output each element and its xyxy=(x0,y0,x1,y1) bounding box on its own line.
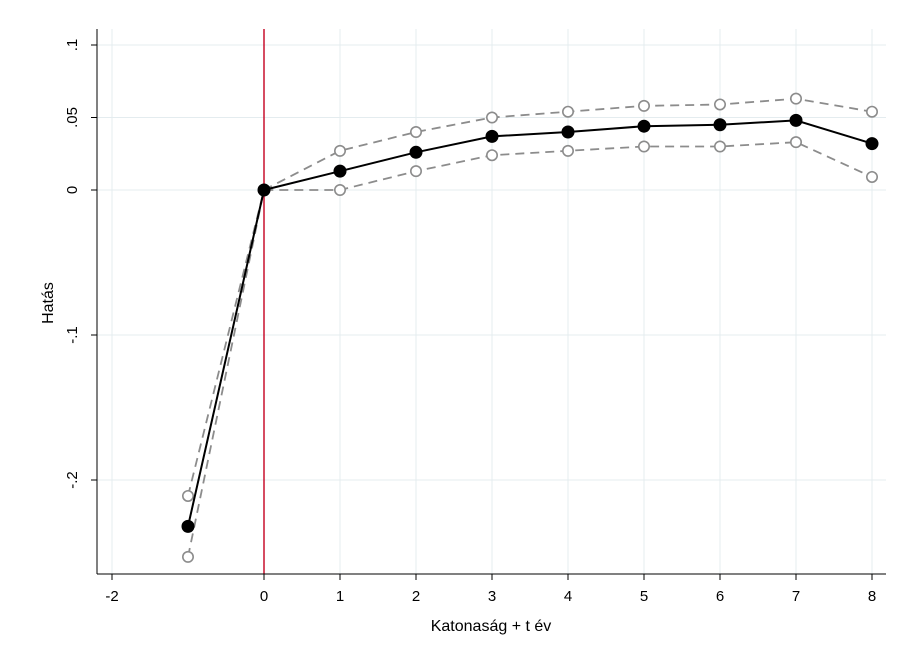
confidence-bound-point xyxy=(182,550,195,563)
x-tick-label: 6 xyxy=(716,588,724,605)
estimate-point xyxy=(865,137,879,151)
y-tick-label: .1 xyxy=(64,39,81,52)
confidence-bound-point xyxy=(409,126,422,139)
x-tick-label: 1 xyxy=(336,588,344,605)
confidence-bound-point xyxy=(333,184,346,197)
confidence-bound-point xyxy=(713,98,726,111)
estimate-point xyxy=(409,145,423,159)
estimate-point xyxy=(637,119,651,133)
confidence-bound-line xyxy=(187,141,873,558)
confidence-bound-point xyxy=(789,92,802,105)
confidence-bound-point xyxy=(485,149,498,162)
x-tick-label: 5 xyxy=(640,588,648,605)
confidence-bound-series xyxy=(182,136,878,563)
y-tick-label: -.2 xyxy=(64,471,81,489)
confidence-bound-point xyxy=(865,170,878,183)
y-axis-title: Hatás xyxy=(40,282,57,324)
x-axis-title: Katonaság + t év xyxy=(431,618,552,635)
estimate-point xyxy=(789,113,803,127)
x-tick-label: 2 xyxy=(412,588,420,605)
confidence-bound-point xyxy=(485,111,498,124)
estimate-line xyxy=(187,119,873,527)
x-tick-label: 7 xyxy=(792,588,800,605)
series-group xyxy=(181,92,879,563)
axes: -2 0 1 2 3 4 5 6 7 8 .1 .05 0 -.1 -.2 xyxy=(64,29,886,605)
confidence-bound-point xyxy=(333,144,346,157)
y-tick-label: 0 xyxy=(64,186,81,194)
confidence-bound-point xyxy=(713,140,726,153)
x-tick-label: 0 xyxy=(260,588,268,605)
confidence-bound-point xyxy=(637,140,650,153)
estimate-point xyxy=(561,125,575,139)
estimate-point xyxy=(333,164,347,178)
confidence-bound-point xyxy=(561,105,574,118)
x-tick-label: 3 xyxy=(488,588,496,605)
y-tick-label: .05 xyxy=(64,107,81,128)
x-tick-label: 4 xyxy=(564,588,572,605)
estimate-series xyxy=(181,113,879,533)
x-tick-label: -2 xyxy=(105,588,118,605)
confidence-bound-point xyxy=(865,105,878,118)
y-tick-label: -.1 xyxy=(64,326,81,344)
confidence-bound-point xyxy=(409,165,422,178)
x-tick-label: 8 xyxy=(868,588,876,605)
grid-lines xyxy=(97,29,886,574)
estimate-point xyxy=(181,519,195,533)
estimate-point xyxy=(713,118,727,132)
confidence-bound-point xyxy=(789,136,802,149)
estimate-point xyxy=(257,183,271,197)
confidence-bound-point xyxy=(182,489,195,502)
confidence-bound-point xyxy=(637,99,650,112)
estimate-point xyxy=(485,129,499,143)
confidence-bound-point xyxy=(561,144,574,157)
